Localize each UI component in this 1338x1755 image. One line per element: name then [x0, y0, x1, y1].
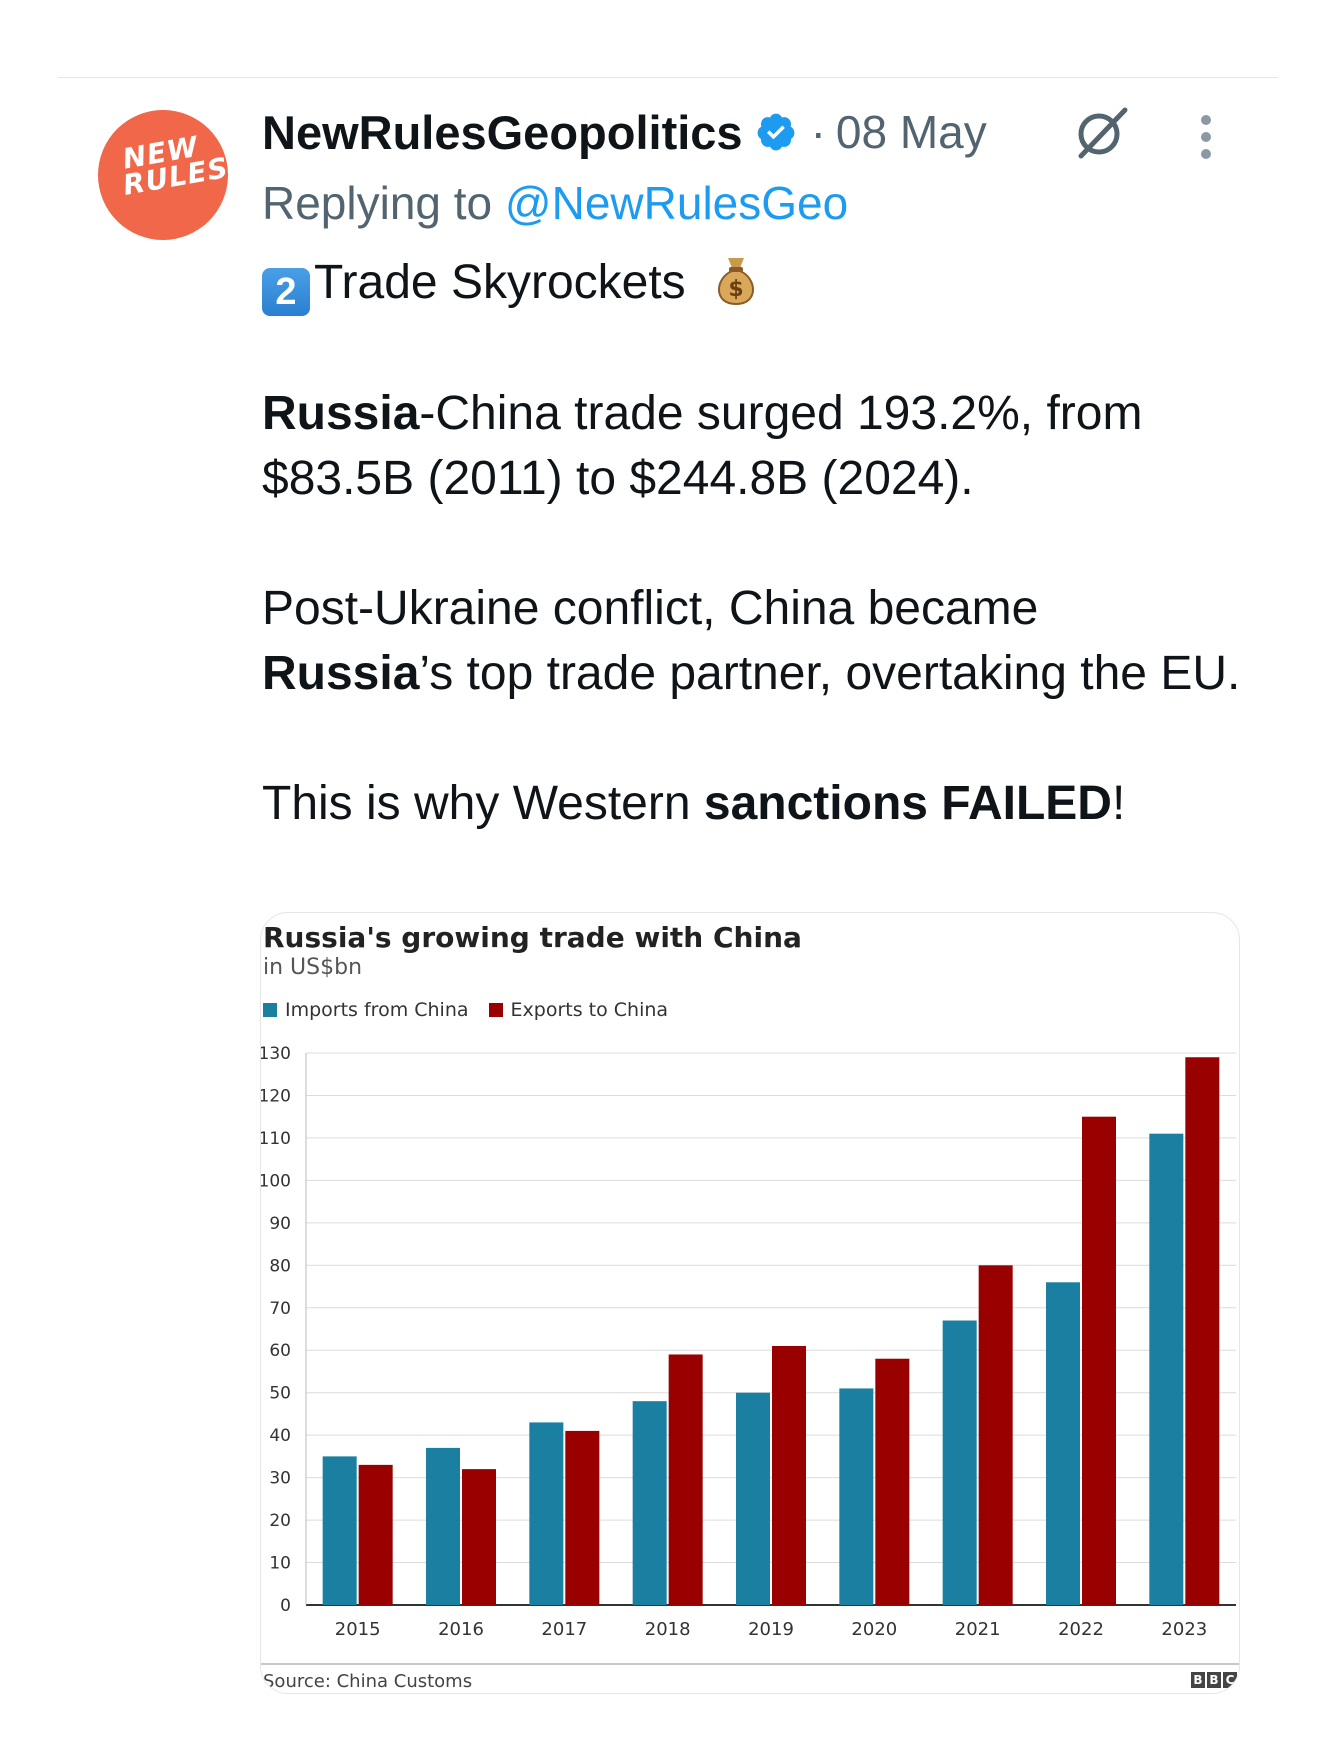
- x-tick-label: 2016: [438, 1619, 484, 1640]
- bbc-logo: B B C: [1191, 1672, 1239, 1688]
- money-bag-icon: $: [718, 258, 754, 306]
- bbc-logo-letter: B: [1191, 1672, 1205, 1688]
- legend-label-imports: Imports from China: [285, 999, 469, 1021]
- bar-exports: [1185, 1057, 1220, 1605]
- top-divider: [58, 77, 1278, 78]
- x-tick-label: 2015: [335, 1619, 381, 1640]
- chart-source: Source: China Customs: [263, 1671, 473, 1692]
- bar-exports: [978, 1265, 1013, 1605]
- bbc-logo-letter: B: [1207, 1672, 1221, 1688]
- para1-text: -China trade surged 193.2%, from $83.5B …: [262, 387, 1143, 505]
- bar-imports: [736, 1392, 770, 1605]
- reply-prefix: Replying to: [262, 177, 493, 229]
- legend-item-imports: Imports from China: [263, 999, 469, 1021]
- bar-imports: [426, 1447, 460, 1605]
- avatar[interactable]: NEW RULES: [98, 110, 228, 240]
- tweet-heading: Trade Skyrockets: [314, 256, 686, 309]
- bar-exports: [668, 1354, 703, 1605]
- y-tick-label: 130: [261, 1044, 291, 1064]
- bar-imports: [529, 1422, 564, 1605]
- chart-title: Russia's growing trade with China: [263, 921, 802, 954]
- tweet-header: NewRulesGeopolitics · 08 May: [262, 102, 987, 162]
- y-tick-label: 40: [269, 1426, 291, 1446]
- bar-exports: [875, 1358, 910, 1605]
- x-tick-label: 2021: [955, 1619, 1001, 1640]
- bar-imports: [322, 1456, 357, 1605]
- bar-exports: [358, 1464, 393, 1605]
- bold-russia-1: Russia: [262, 387, 420, 440]
- legend-swatch-exports: [488, 1003, 503, 1017]
- bar-exports: [462, 1469, 496, 1605]
- bar-chart: 0 10 20 30 40 50 60 70 80 90 100 110 120 130 2015 2016 2…: [261, 1044, 1236, 1640]
- tweet-paragraph-3: This is why Western sanctions FAILED!: [262, 771, 1262, 836]
- y-tick-label: 60: [269, 1341, 291, 1361]
- para2-text: ’s top trade partner, overtaking the EU.: [419, 647, 1241, 700]
- chart-image-card[interactable]: Russia's growing trade with China in US$…: [260, 912, 1240, 1694]
- verified-badge-icon: [757, 113, 794, 151]
- avatar-logo-text: NEW RULES: [99, 129, 228, 206]
- y-tick-label: 100: [261, 1171, 291, 1191]
- more-options-icon[interactable]: [1194, 112, 1218, 162]
- bar-imports: [942, 1320, 977, 1605]
- y-tick-label: 10: [269, 1554, 291, 1574]
- keycap-digit-icon: 2: [262, 268, 310, 316]
- x-tick-label: 2022: [1058, 1619, 1104, 1640]
- replying-to: Replying to @NewRulesGeo: [262, 176, 848, 230]
- tweet-heading-line: 2 Trade Skyrockets $: [262, 250, 1262, 316]
- y-tick-label: 110: [261, 1129, 291, 1149]
- tweet-paragraph-2: Post-Ukraine conflict, China became Russ…: [262, 576, 1262, 706]
- separator-dot: ·: [810, 106, 826, 158]
- tweet-paragraph-1: Russia-China trade surged 193.2%, from $…: [262, 381, 1262, 511]
- y-tick-label: 80: [269, 1256, 291, 1276]
- y-tick-label: 30: [269, 1469, 291, 1489]
- legend-swatch-imports: [263, 1003, 277, 1017]
- y-tick-label: 0: [280, 1596, 291, 1616]
- reply-handle-link[interactable]: @NewRulesGeo: [504, 177, 849, 229]
- x-tick-label: 2020: [851, 1619, 897, 1640]
- x-tick-label: 2017: [541, 1619, 587, 1640]
- x-tick-label: 2019: [748, 1619, 794, 1640]
- para2-start: Post-Ukraine conflict, China became: [262, 582, 1039, 635]
- y-tick-label: 20: [269, 1511, 291, 1531]
- y-tick-label: 70: [269, 1299, 291, 1319]
- bar-imports: [839, 1388, 874, 1605]
- chart-subtitle: in US$bn: [263, 955, 363, 980]
- bar-imports: [632, 1401, 667, 1605]
- bold-russia-2: Russia: [262, 647, 420, 700]
- source-rule: [261, 1663, 1239, 1665]
- bar-exports: [565, 1430, 600, 1605]
- legend-label-exports: Exports to China: [510, 999, 669, 1021]
- y-tick-label: 90: [269, 1214, 291, 1234]
- bold-sanctions: sanctions FAILED: [703, 777, 1112, 830]
- y-tick-label: 120: [261, 1086, 291, 1106]
- x-tick-label: 2023: [1161, 1619, 1207, 1640]
- y-tick-label: 50: [269, 1384, 291, 1404]
- x-tick-label: 2018: [645, 1619, 691, 1640]
- bar-imports: [1149, 1133, 1184, 1605]
- grok-icon[interactable]: [1073, 104, 1129, 160]
- para3-start: This is why Western: [262, 777, 704, 830]
- bar-imports: [1046, 1282, 1080, 1605]
- para3-end: !: [1111, 777, 1126, 830]
- chart-legend: Imports from China Exports to China: [263, 999, 688, 1021]
- svg-text:$: $: [728, 277, 743, 302]
- tweet-body: 2 Trade Skyrockets $ Russia-China trade s…: [262, 250, 1262, 836]
- bbc-logo-letter: C: [1223, 1672, 1237, 1688]
- bar-exports: [1082, 1116, 1116, 1605]
- legend-item-exports: Exports to China: [488, 999, 669, 1021]
- tweet-date[interactable]: 08 May: [835, 106, 987, 158]
- bar-exports: [772, 1345, 806, 1605]
- author-name[interactable]: NewRulesGeopolitics: [262, 105, 743, 159]
